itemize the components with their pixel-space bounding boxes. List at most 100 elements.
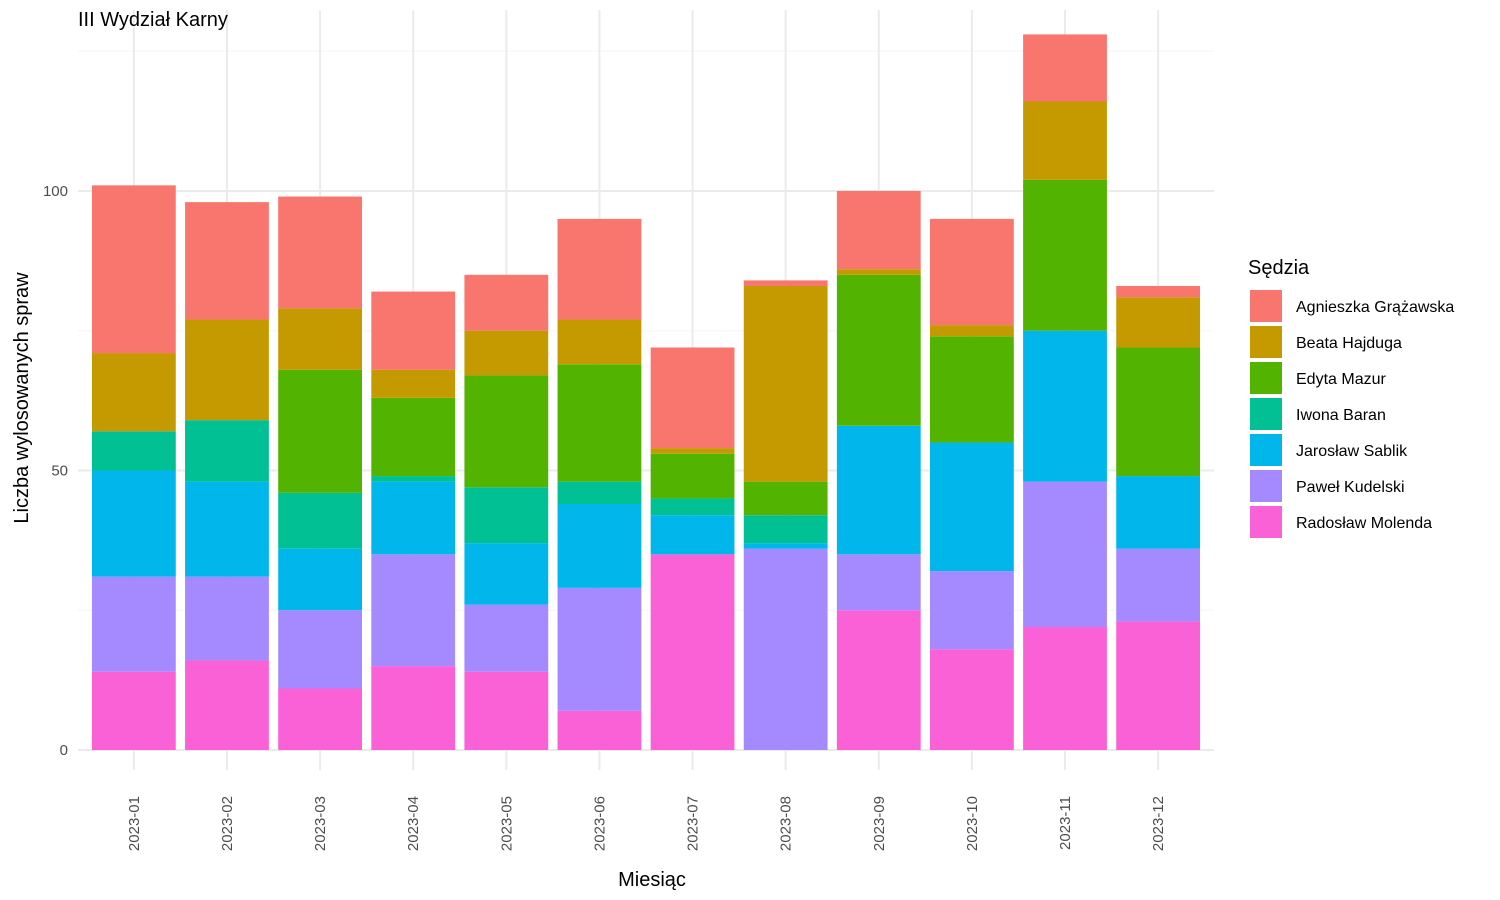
bar-segment xyxy=(371,481,456,555)
bar-segment xyxy=(185,420,269,482)
legend-key xyxy=(1250,506,1282,538)
bar-segment xyxy=(91,470,176,577)
bar-segment xyxy=(371,666,456,750)
chart-title: III Wydział Karny xyxy=(78,9,228,31)
bar-segment xyxy=(371,476,456,482)
legend-key xyxy=(1250,470,1282,502)
bar-segment xyxy=(464,274,549,331)
bar-segment xyxy=(185,481,269,577)
x-axis-title: Miesiąc xyxy=(618,869,686,891)
bar-segment xyxy=(930,325,1014,337)
bar-segment xyxy=(557,218,642,320)
bar-segment xyxy=(91,185,176,354)
bar-segment xyxy=(278,369,362,493)
bar-segment xyxy=(836,269,921,275)
bar-segment xyxy=(1116,621,1201,750)
bar-segment xyxy=(650,347,735,449)
bar-segment xyxy=(278,308,362,370)
bar-segment xyxy=(557,481,642,505)
bar-segment xyxy=(743,481,828,516)
bar-segment xyxy=(1023,627,1107,750)
bar-segment xyxy=(464,543,549,605)
x-tick-label: 2023-02 xyxy=(219,796,236,851)
bar-segment xyxy=(1116,297,1201,348)
bar-segment xyxy=(91,431,176,471)
legend-key xyxy=(1250,398,1282,430)
bar-segment xyxy=(1116,347,1201,477)
bar-segment xyxy=(743,280,828,286)
legend-label: Beata Hajduga xyxy=(1296,335,1402,352)
bar-segment xyxy=(557,504,642,588)
bar-segment xyxy=(278,492,362,549)
y-tick-label: 50 xyxy=(51,462,68,479)
bar-segment xyxy=(1023,330,1107,482)
legend-label: Edyta Mazur xyxy=(1296,371,1386,388)
bar-segment xyxy=(743,548,828,750)
bar-segment xyxy=(1116,476,1201,549)
legend-title: Sędzia xyxy=(1248,257,1310,279)
x-tick-label: 2023-09 xyxy=(871,796,888,851)
y-tick-label: 0 xyxy=(60,742,68,759)
bar-segment xyxy=(650,453,735,499)
x-tick-label: 2023-06 xyxy=(591,796,608,851)
x-axis-ticks: 2023-01 2023-02 2023-03 2023-04 2023-05 2023-… xyxy=(126,796,1167,851)
legend-key xyxy=(1250,290,1282,322)
bar-segment xyxy=(278,196,362,309)
bar-segment xyxy=(91,671,176,750)
bar-segment xyxy=(464,330,549,376)
bar-segment xyxy=(557,710,642,750)
bar-segment xyxy=(185,660,269,750)
bar-segment xyxy=(557,319,642,365)
bar-segment xyxy=(836,425,921,555)
bar-segment xyxy=(1023,481,1107,628)
bar-segment xyxy=(464,487,549,544)
y-axis-title: Liczba wylosowanych spraw xyxy=(11,272,33,524)
bar-segment xyxy=(464,375,549,488)
x-tick-label: 2023-01 xyxy=(126,796,143,851)
legend-label: Agnieszka Grążawska xyxy=(1296,299,1454,316)
bar-segment xyxy=(836,274,921,426)
bar-segment xyxy=(464,604,549,672)
legend-label: Jarosław Sablik xyxy=(1296,443,1408,460)
bar-segment xyxy=(836,554,921,611)
x-tick-label: 2023-11 xyxy=(1057,796,1074,850)
bar-segment xyxy=(930,218,1014,326)
legend-key xyxy=(1250,434,1282,466)
x-tick-label: 2023-07 xyxy=(685,796,702,851)
bar-segment xyxy=(91,576,176,672)
bar-segment xyxy=(371,554,456,667)
bar-segment xyxy=(930,442,1014,572)
bar-segment xyxy=(278,610,362,689)
bar-segment xyxy=(930,571,1014,650)
bar-segment xyxy=(1023,179,1107,331)
x-tick-label: 2023-04 xyxy=(405,796,422,851)
bar-segment xyxy=(185,576,269,661)
bar-segment xyxy=(836,190,921,270)
bar-segment xyxy=(91,353,176,432)
y-axis-ticks: 0 50 100 xyxy=(43,183,68,759)
legend-label: Paweł Kudelski xyxy=(1296,479,1405,496)
bar-segment xyxy=(743,515,828,544)
bar-segment xyxy=(371,369,456,398)
bar-segment xyxy=(650,554,735,750)
bar-segment xyxy=(1023,34,1107,102)
legend-key xyxy=(1250,326,1282,358)
bar-segment xyxy=(743,285,828,482)
bar-segment xyxy=(371,397,456,477)
bar-segment xyxy=(743,543,828,549)
bar-segment xyxy=(185,202,269,320)
legend: Sędzia Agnieszka Grążawska Beata Hajduga E… xyxy=(1248,257,1454,538)
bar-segment xyxy=(650,448,735,454)
bar-segment xyxy=(1116,548,1201,622)
bar-segment xyxy=(930,649,1014,750)
bar-segment xyxy=(185,319,269,421)
bar-segment xyxy=(557,364,642,482)
legend-key xyxy=(1250,362,1282,394)
x-tick-label: 2023-03 xyxy=(312,796,329,851)
bar-segment xyxy=(930,336,1014,443)
legend-label: Iwona Baran xyxy=(1296,407,1386,424)
bar-segment xyxy=(278,548,362,611)
x-tick-label: 2023-08 xyxy=(778,796,795,851)
x-tick-label: 2023-12 xyxy=(1150,796,1167,851)
